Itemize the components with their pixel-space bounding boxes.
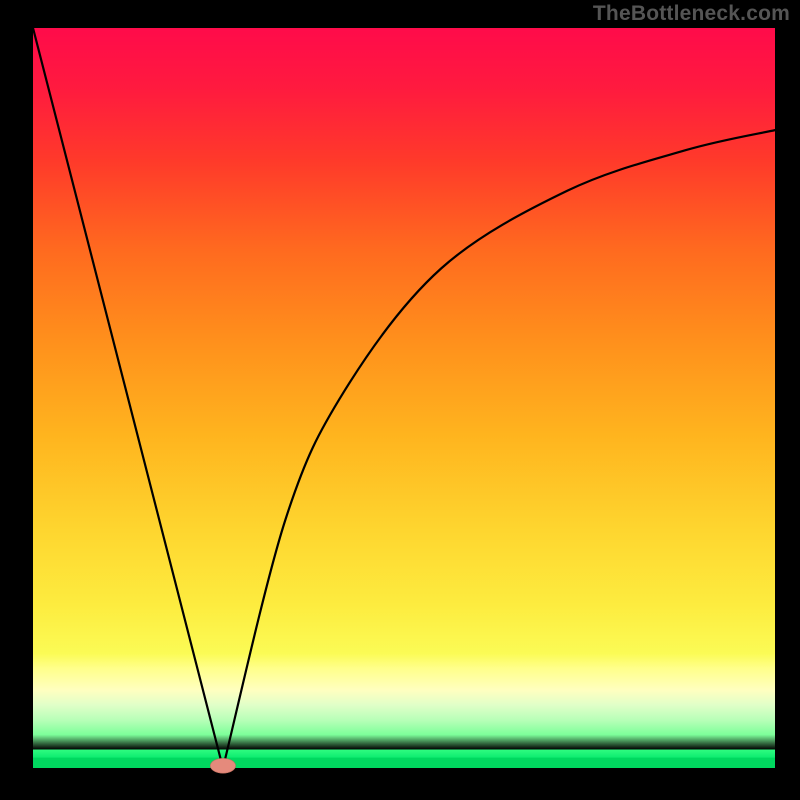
green-baseline-band: [33, 758, 775, 768]
chart-container: TheBottleneck.com: [0, 0, 800, 800]
bottleneck-chart: [0, 0, 800, 800]
optimal-point-marker: [210, 758, 235, 773]
watermark-label: TheBottleneck.com: [593, 2, 790, 26]
plot-gradient-bg: [33, 28, 775, 768]
